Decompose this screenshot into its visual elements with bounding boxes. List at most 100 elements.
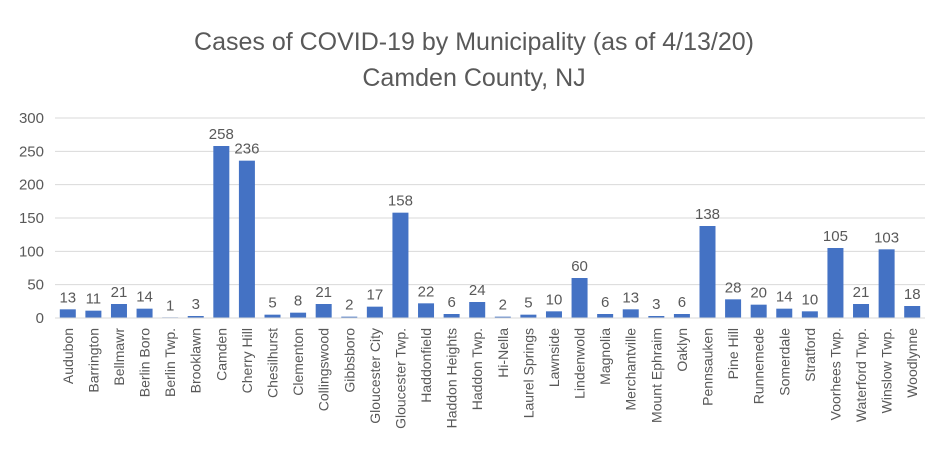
category-label: Barrington: [85, 328, 101, 393]
bar: [59, 309, 76, 318]
bar: [264, 314, 281, 318]
data-label: 6: [447, 294, 455, 311]
data-label: 18: [904, 286, 921, 303]
bar: [545, 311, 562, 318]
bar: [750, 304, 767, 318]
bar: [597, 314, 614, 318]
category-label: Lindenwold: [572, 328, 588, 399]
bar: [494, 316, 511, 318]
category-label: Bellmawr: [111, 328, 127, 386]
bar: [853, 304, 870, 318]
category-label: Gloucester City: [367, 328, 383, 424]
bar: [469, 302, 486, 318]
category-label: Audubon: [60, 328, 76, 384]
data-label: 158: [388, 193, 413, 210]
bars: [59, 146, 921, 318]
bar: [571, 278, 588, 318]
data-label: 21: [315, 284, 332, 301]
data-label: 6: [601, 294, 609, 311]
category-label: Somerdale: [776, 328, 792, 396]
data-label: 24: [469, 282, 486, 299]
chart-title: Cases of COVID-19 by Municipality (as of…: [194, 28, 754, 56]
data-label: 60: [571, 258, 588, 275]
category-label: Pine Hill: [725, 328, 741, 379]
bar: [110, 304, 127, 318]
bar: [904, 306, 921, 318]
category-label: Stratford: [802, 328, 818, 382]
category-label: Magnolia: [597, 328, 613, 385]
bar: [290, 312, 307, 318]
data-label: 11: [86, 291, 102, 308]
category-label: Haddon Heights: [444, 328, 460, 428]
data-label: 28: [725, 279, 742, 296]
category-label: Berlin Boro: [137, 328, 153, 397]
category-label: Brooklawn: [188, 328, 204, 393]
category-label: Woodlynne: [904, 328, 920, 398]
data-label: 2: [345, 297, 353, 314]
data-label: 3: [652, 296, 660, 313]
data-label: 8: [294, 293, 302, 310]
category-label: Hi-Nella: [495, 328, 511, 378]
y-axis-ticks: 0 50 100 150 200 250 300: [19, 110, 44, 327]
data-label: 17: [367, 287, 384, 304]
data-label: 6: [678, 294, 686, 311]
category-label: Berlin Twp.: [162, 328, 178, 397]
bar: [85, 310, 102, 318]
bar: [213, 146, 230, 318]
category-label: Cherry Hill: [239, 328, 255, 393]
bar: [136, 308, 153, 318]
category-label: Chesilhurst: [265, 328, 281, 398]
category-label: Oaklyn: [674, 328, 690, 372]
data-label: 1: [166, 297, 174, 314]
data-label: 105: [823, 228, 848, 245]
bar: [392, 212, 409, 318]
category-label: Gloucester Twp.: [392, 328, 408, 429]
bar: [648, 316, 665, 318]
y-tick-label: 100: [19, 243, 44, 260]
data-label: 138: [695, 206, 720, 223]
data-label: 5: [524, 295, 532, 312]
category-label: Mount Ephraim: [648, 328, 664, 423]
y-tick-label: 300: [19, 110, 44, 127]
data-label: 22: [418, 283, 435, 300]
data-label: 20: [750, 285, 767, 302]
bar: [878, 249, 895, 318]
bar: [622, 309, 639, 318]
bar: [341, 316, 358, 318]
data-label: 21: [853, 284, 870, 301]
y-tick-label: 50: [27, 277, 44, 294]
data-label: 5: [268, 295, 276, 312]
data-label: 3: [192, 296, 200, 313]
y-tick-label: 250: [19, 143, 44, 160]
category-label: Haddon Twp.: [469, 328, 485, 410]
data-label: 103: [874, 229, 899, 246]
data-label: 2: [499, 297, 507, 314]
bar: [366, 306, 383, 318]
category-label: Pennsauken: [700, 328, 716, 406]
bar: [418, 303, 435, 318]
category-label: Camden: [213, 328, 229, 381]
y-tick-label: 0: [36, 310, 44, 327]
bar: [315, 304, 332, 318]
data-label: 14: [136, 289, 153, 306]
bar: [443, 314, 460, 318]
data-label: 21: [111, 284, 128, 301]
bar: [673, 314, 690, 318]
data-label: 10: [546, 291, 563, 308]
category-label: Laurel Springs: [520, 328, 536, 418]
category-label: Runnemede: [751, 328, 767, 404]
data-label: 236: [234, 141, 259, 158]
category-label: Winslow Twp.: [879, 328, 895, 413]
category-label: Merchantville: [623, 328, 639, 411]
bar: [520, 314, 537, 318]
bar: [776, 308, 793, 318]
category-labels: Audubon Barrington Bellmawr Berlin Boro Berl…: [60, 328, 920, 429]
category-label: Gibbsboro: [341, 328, 357, 393]
bar: [725, 299, 742, 318]
category-label: Voorhees Twp.: [827, 328, 843, 420]
category-label: Clementon: [290, 328, 306, 396]
gridlines: [55, 117, 925, 286]
chart-subtitle: Camden County, NJ: [362, 64, 586, 92]
